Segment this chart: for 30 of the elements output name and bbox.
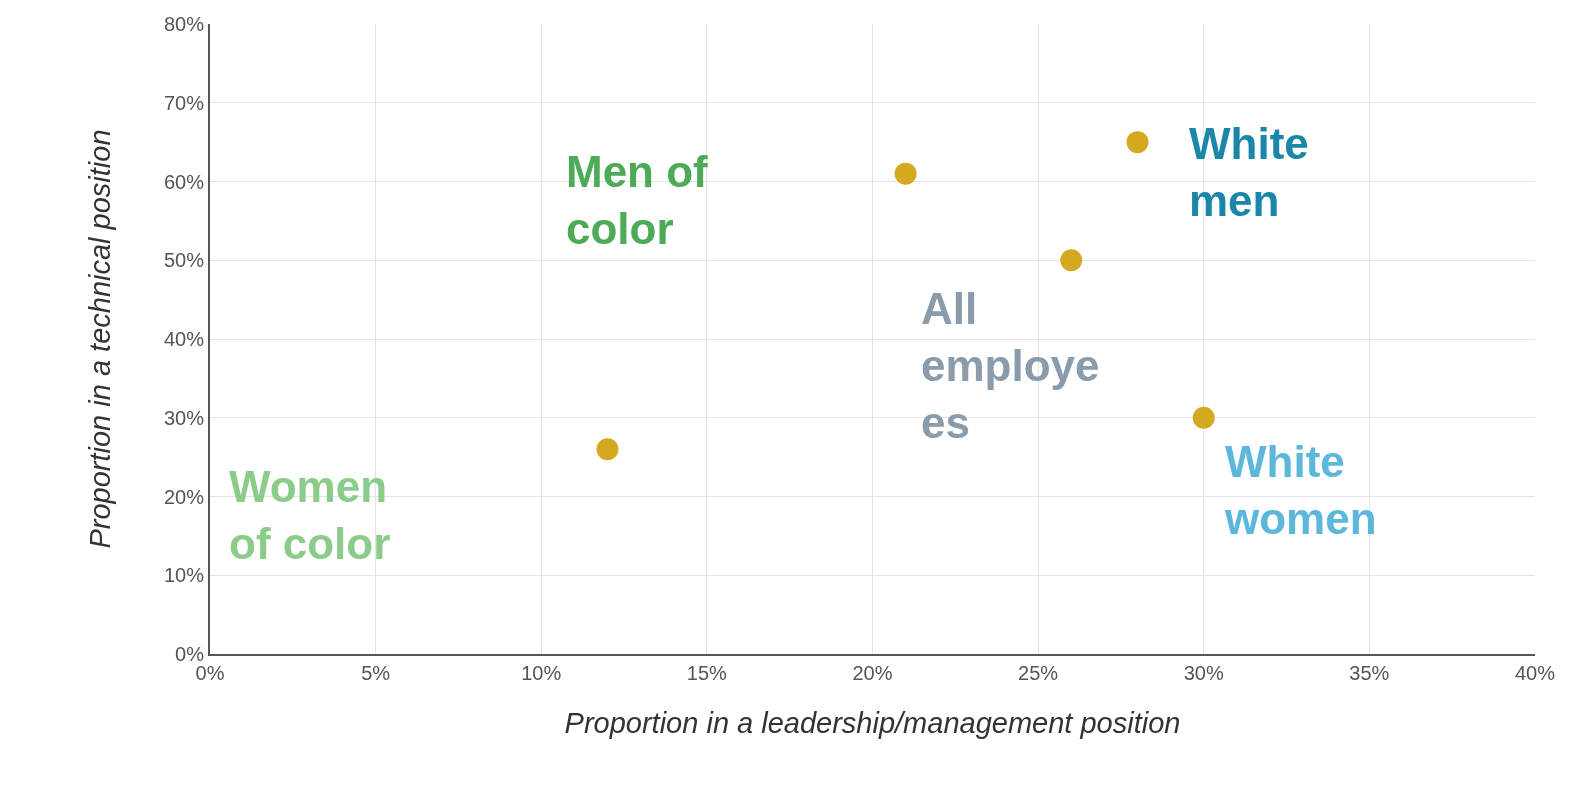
y-tick-label: 20% <box>163 485 205 508</box>
y-tick-label: 60% <box>163 170 205 193</box>
annotation: White women <box>1224 437 1377 544</box>
point <box>1060 249 1083 272</box>
y-tick-label: 50% <box>163 249 205 272</box>
x-tick-label: 0% <box>195 662 225 684</box>
point <box>1126 131 1149 154</box>
x-tick-label: 5% <box>361 662 391 684</box>
y-axis-title: Proportion in a technical position <box>83 129 116 549</box>
point <box>596 438 619 461</box>
x-tick-label: 25% <box>1018 662 1059 684</box>
x-tick-label: 35% <box>1349 662 1390 684</box>
y-tick-label: 10% <box>163 564 205 587</box>
annotation: Men of color <box>566 147 709 254</box>
annotation: Women of color <box>229 462 391 569</box>
annotation: White men <box>1189 119 1309 226</box>
y-tick-label: 70% <box>163 91 205 114</box>
point <box>1192 406 1215 429</box>
annotation: All employe es <box>921 284 1100 448</box>
point <box>894 162 917 185</box>
y-tick-label: 30% <box>163 406 205 429</box>
x-axis-title: Proportion in a leadership/management position <box>564 707 1181 740</box>
x-tick-label: 20% <box>852 662 893 684</box>
x-tick-label: 40% <box>1514 662 1556 684</box>
y-tick-label: 80% <box>163 13 205 35</box>
x-tick-label: 10% <box>521 662 562 684</box>
y-tick-label: 40% <box>163 328 205 350</box>
x-tick-label: 15% <box>686 662 728 684</box>
x-tick-label: 30% <box>1183 662 1224 684</box>
y-tick-label: 0% <box>175 643 205 665</box>
